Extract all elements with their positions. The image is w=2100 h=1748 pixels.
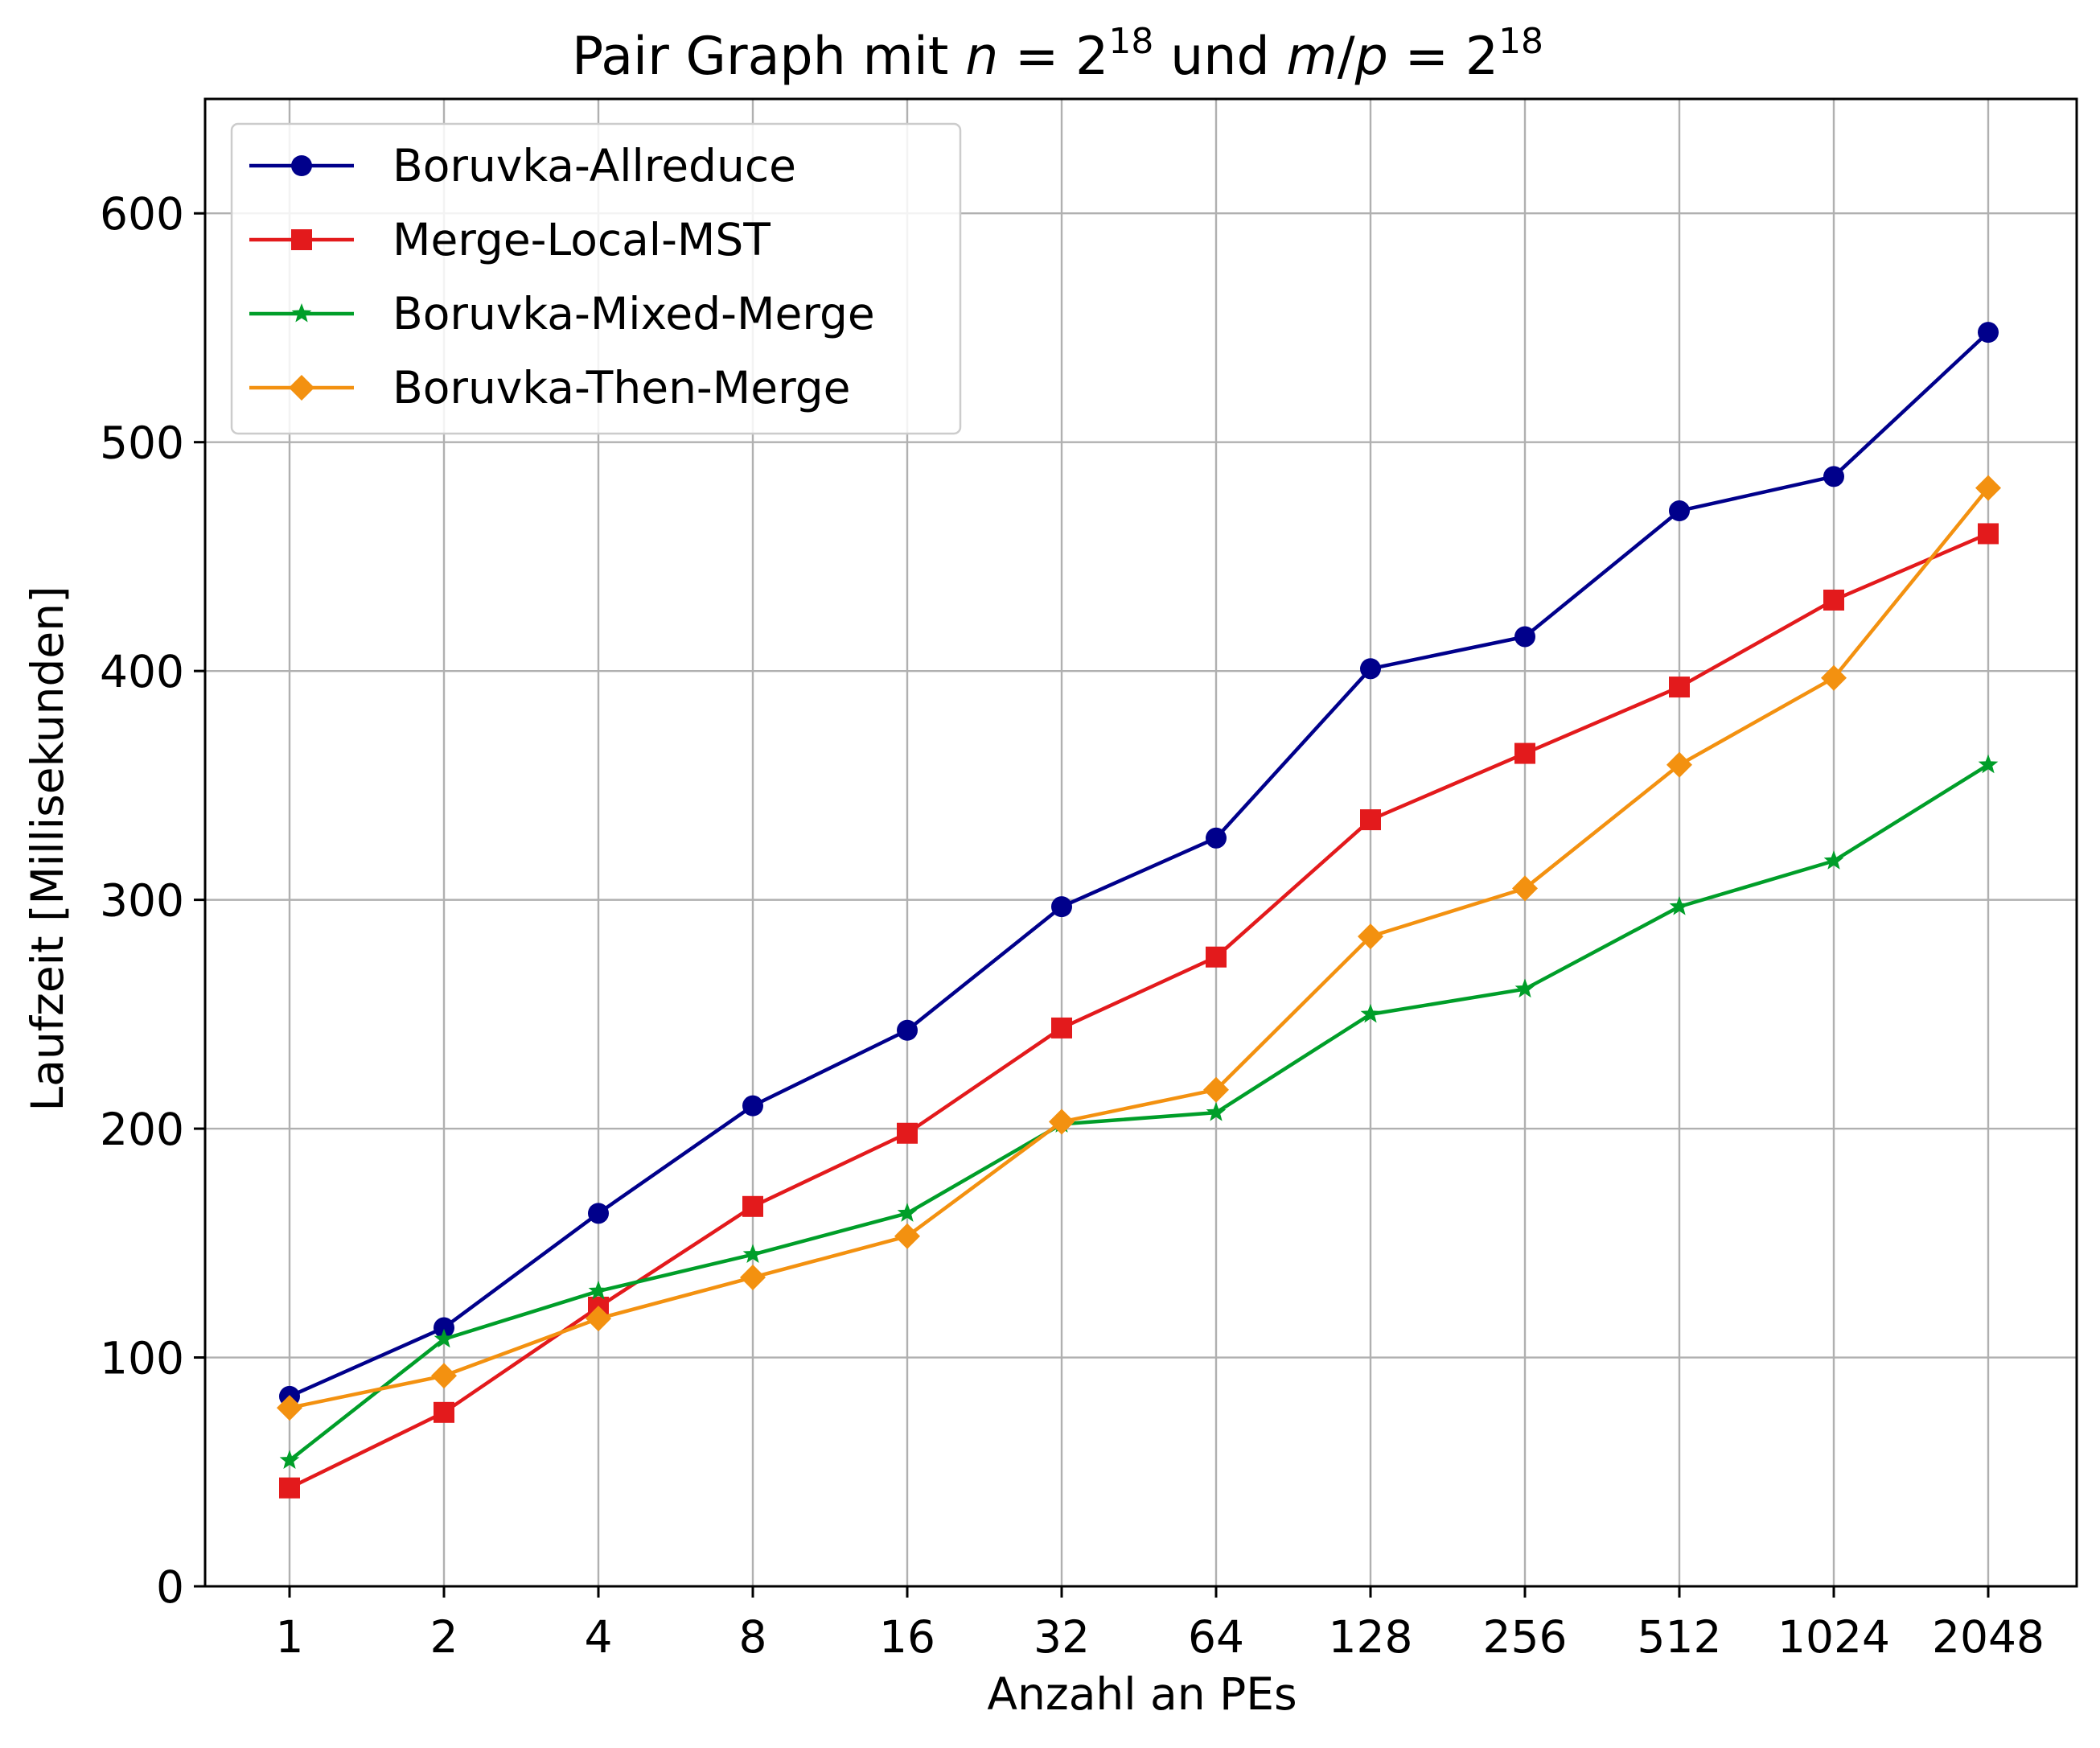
axis-ticks: 1 2 4 8 16 32 64 128 256 512 1024 2048 0 100 200 300 400… [100,188,2045,1663]
data-point [1975,475,2001,501]
legend-label: Boruvka-Then-Merge [392,362,850,413]
legend: Boruvka-Allreduce Merge-Local-MST Boruvka-… [230,122,962,435]
legend-marker [291,303,312,323]
chart-title: Pair Graph mit n = 218 und m/p = 218 [572,21,1543,87]
x-tick-label: 128 [1329,1611,1413,1663]
data-point [742,1244,763,1264]
data-point [742,1095,763,1117]
data-point [1514,626,1535,648]
data-point [279,1450,300,1470]
axes-frame [203,97,2078,1588]
data-point [1203,1076,1229,1103]
data-point [1051,896,1072,918]
legend-label: Boruvka-Allreduce [392,140,796,191]
data-point [1978,754,1999,774]
legend-entry: Boruvka-Allreduce [249,140,796,191]
data-point [1206,946,1227,968]
data-point [279,1477,300,1499]
data-point [1049,1108,1075,1135]
data-point [1051,1017,1072,1039]
y-tick-label: 100 [100,1333,184,1384]
series-line [289,487,1990,1410]
data-point [1669,500,1690,522]
data-point [1978,322,1999,343]
data-point [1821,664,1847,691]
data-point [588,1281,609,1300]
series-boruvka-then-merge [277,475,2001,1421]
data-point [894,1223,920,1249]
x-axis-label: Anzahl an PEs [987,1668,1297,1720]
legend-box [230,122,962,435]
y-tick-label: 500 [100,417,184,469]
data-point [740,1264,766,1290]
legend-marker [289,375,314,401]
x-tick-label: 4 [585,1611,613,1663]
data-point [434,1317,454,1339]
data-point [1514,742,1535,764]
legend-entry: Boruvka-Then-Merge [249,362,850,413]
x-tick-label: 2048 [1932,1611,2045,1663]
data-point [1512,875,1538,902]
legend-entry: Merge-Local-MST [249,214,771,265]
data-point [1360,809,1381,831]
data-point [431,1363,457,1389]
data-point [897,1203,918,1222]
plot-frame [203,97,2078,1588]
data-point [588,1203,609,1224]
series-merge-local-mst [279,523,1999,1499]
y-axis-label: Laufzeit [Millisekunden] [22,586,73,1111]
data-point [1823,466,1844,487]
x-tick-label: 2 [430,1611,458,1663]
data-point [434,1328,454,1348]
data-point [897,1122,918,1144]
legend-marker [291,155,312,176]
data-point [1823,850,1844,870]
x-tick-label: 512 [1638,1611,1722,1663]
x-tick-label: 16 [879,1611,935,1663]
data-point [277,1395,302,1421]
data-point [1666,751,1692,778]
y-tick-label: 300 [100,875,184,927]
series-line [289,331,1990,1398]
data-point [434,1401,454,1423]
data-point [586,1306,611,1332]
data-point [1514,978,1535,998]
x-tick-label: 1024 [1777,1611,1890,1663]
x-tick-label: 8 [739,1611,767,1663]
y-tick-label: 0 [156,1561,184,1613]
data-point [742,1195,763,1217]
legend-entry: Boruvka-Mixed-Merge [249,288,875,339]
data-point [1360,1003,1381,1023]
legend-label: Boruvka-Mixed-Merge [392,288,875,339]
x-tick-label: 1 [276,1611,304,1663]
legend-marker [291,229,312,250]
series-line [289,532,1989,1490]
legend-label: Merge-Local-MST [392,214,771,265]
y-tick-label: 200 [100,1104,184,1155]
data-point [1823,589,1844,611]
data-point [1360,658,1381,680]
series-line [288,763,1990,1462]
data-point [1669,896,1690,915]
y-tick-label: 600 [100,188,184,240]
data-point [1669,677,1690,698]
y-tick-label: 400 [100,646,184,697]
x-tick-label: 32 [1034,1611,1090,1663]
x-tick-label: 256 [1483,1611,1568,1663]
data-point [1358,923,1383,950]
data-point [897,1019,918,1041]
x-tick-label: 64 [1188,1611,1244,1663]
data-point [1206,827,1227,849]
data-point [1206,1102,1227,1121]
data-point [1978,523,1999,545]
series-lines [277,322,2001,1499]
